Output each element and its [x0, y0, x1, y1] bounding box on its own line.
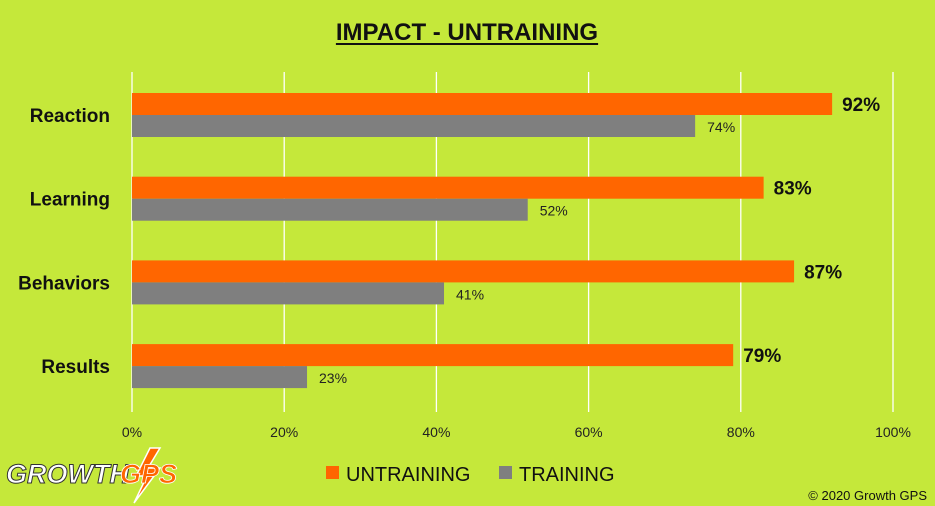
x-axis-ticks: 0% 20% 40% 60% 80% 100%: [122, 424, 911, 440]
chart-title: IMPACT - UNTRAINING: [336, 19, 598, 46]
data-label-untraining-reaction: 92%: [842, 95, 880, 116]
bar-untraining-results: [132, 344, 734, 367]
legend-label-untraining: UNTRAINING: [346, 464, 470, 486]
bar-training-learning: [132, 198, 528, 221]
bars: [132, 93, 833, 389]
category-label-reaction: Reaction: [30, 106, 110, 127]
data-label-untraining-results: 79%: [743, 346, 781, 367]
bar-untraining-learning: [132, 176, 764, 199]
category-labels: Reaction Learning Behaviors Results: [18, 106, 110, 378]
data-label-untraining-behaviors: 87%: [804, 262, 842, 283]
category-label-learning: Learning: [30, 190, 110, 211]
bar-training-results: [132, 366, 308, 389]
growth-gps-logo: GROWTH GPS: [6, 447, 177, 504]
logo-text-growth: GROWTH: [6, 459, 129, 489]
x-tick-label: 60%: [575, 424, 603, 440]
data-label-training-learning: 52%: [540, 203, 568, 219]
bar-untraining-reaction: [132, 93, 833, 115]
data-labels: 92% 74% 83% 52% 87% 41% 79% 23%: [319, 95, 880, 386]
lightning-icon: [133, 447, 162, 504]
legend-swatch-training: [499, 466, 512, 479]
bar-training-reaction: [132, 115, 696, 137]
x-tick-label: 40%: [422, 424, 450, 440]
x-tick-label: 100%: [875, 424, 911, 440]
legend-swatch-untraining: [326, 466, 339, 479]
data-label-untraining-learning: 83%: [774, 179, 812, 200]
x-tick-label: 0%: [122, 424, 142, 440]
bar-untraining-behaviors: [132, 260, 795, 283]
data-label-training-reaction: 74%: [707, 119, 735, 135]
x-tick-label: 80%: [727, 424, 755, 440]
copyright-text: © 2020 Growth GPS: [808, 488, 927, 503]
category-label-results: Results: [41, 357, 110, 378]
x-tick-label: 20%: [270, 424, 298, 440]
data-label-training-behaviors: 41%: [456, 286, 484, 302]
legend-label-training: TRAINING: [519, 464, 615, 486]
legend: UNTRAINING TRAINING: [326, 464, 615, 486]
bar-training-behaviors: [132, 282, 445, 305]
data-label-training-results: 23%: [319, 370, 347, 386]
logo-text-gps: GPS: [120, 459, 177, 489]
category-label-behaviors: Behaviors: [18, 273, 110, 294]
